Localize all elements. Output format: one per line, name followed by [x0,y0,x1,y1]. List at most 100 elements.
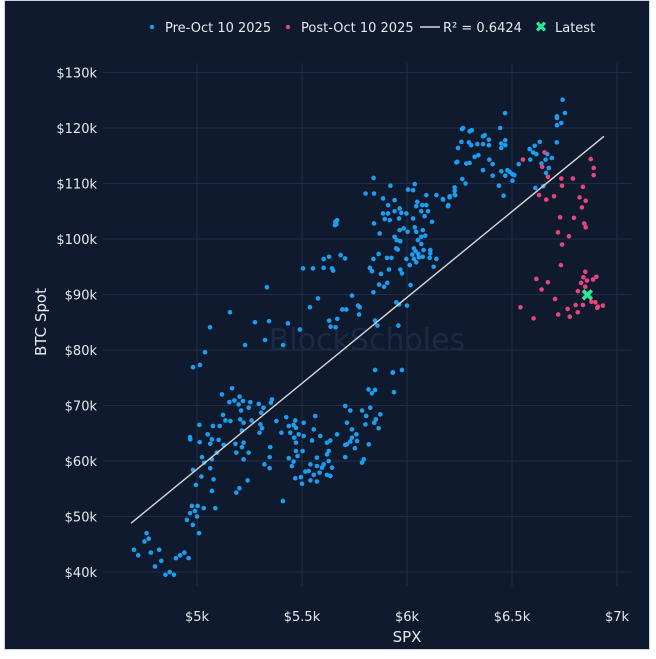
pre-oct-point [410,216,416,221]
pre-oct-point [321,256,326,262]
pre-oct-point [371,221,377,226]
pre-oct-point [349,435,355,440]
pre-oct-point [397,267,403,272]
pre-oct-point [308,478,313,483]
pre-oct-point [314,463,320,469]
y-tick-label: $120k [56,122,97,137]
pre-oct-point [532,143,537,149]
pre-oct-point [543,170,549,176]
legend-regression-label: R² = 0.6424 [443,21,522,36]
pre-oct-point [262,462,267,467]
pre-oct-point [480,134,486,139]
pre-oct-point [385,202,391,208]
pre-oct-point [314,479,320,484]
pre-oct-point [396,216,402,221]
pre-oct-point [301,433,306,439]
pre-oct-point [387,217,393,223]
pre-oct-point [148,550,154,555]
pre-oct-point [424,202,429,208]
pre-oct-point [371,191,377,196]
pre-oct-point [280,498,286,504]
pre-oct-point [498,141,504,146]
pre-oct-point [286,423,292,429]
pre-oct-point [486,137,492,142]
legend-item-regression[interactable]: R² = 0.6424 [420,21,522,36]
pre-oct-point [554,115,560,121]
post-oct-point [539,287,544,292]
pre-oct-point [177,553,183,558]
pre-oct-point [142,539,147,544]
pre-oct-point [315,296,321,301]
pre-oct-point [376,251,381,257]
pre-oct-point [404,211,409,216]
pre-oct-point [408,282,413,288]
pre-oct-point [397,227,402,233]
pre-oct-point [420,202,425,208]
pre-oct-point [135,553,141,558]
pre-oct-point [334,221,339,227]
post-oct-point [551,193,557,199]
pre-oct-point [407,262,413,268]
pre-oct-point [422,213,427,219]
x-tick-label: $5k [185,610,210,625]
post-oct-point [580,184,586,190]
post-oct-point [559,176,564,181]
pre-oct-point [296,432,301,437]
grid [103,63,632,586]
post-oct-point [543,197,549,202]
x-tick-label: $6.5k [494,610,531,625]
pre-oct-point [241,440,246,445]
pre-oct-point [459,139,464,145]
pre-oct-point [412,181,418,187]
pre-oct-point [349,427,355,432]
post-oct-point [591,165,596,171]
pre-oct-point [359,408,365,413]
pre-oct-point [371,420,377,426]
pre-oct-point [428,251,433,256]
pre-oct-point [452,188,457,194]
y-tick-label: $70k [65,400,98,415]
pre-oct-point [173,555,179,561]
pre-oct-point [293,425,299,431]
post-oct-point [575,309,581,315]
legend-item-pre[interactable]: Pre-Oct 10 2025 [149,21,271,36]
pre-oct-point [319,465,325,470]
pre-oct-point [187,510,193,516]
pre-oct-point [212,505,218,511]
legend-item-post[interactable]: Post-Oct 10 2025 [285,21,414,36]
pre-oct-point [420,254,426,260]
pre-oct-point [266,318,272,324]
pre-oct-point [324,452,330,457]
post-oct-point [570,176,576,181]
post-oct-point [559,242,565,247]
pre-oct-point [219,392,225,397]
post-oct-point [583,225,589,230]
pre-oct-point [413,229,419,235]
pre-oct-point [333,324,338,330]
pre-oct-point [307,304,313,310]
pre-oct-point [326,318,332,323]
pre-oct-point [301,420,306,426]
chart-panel [4,0,650,650]
legend-item-latest[interactable]: ✖ Latest [535,18,595,36]
pre-oct-point [267,454,272,460]
pre-oct-point [342,403,348,409]
pre-oct-point [412,225,418,230]
pre-oct-point [467,160,472,166]
pre-oct-point [354,438,360,444]
pre-oct-point [384,255,390,261]
pre-oct-point [486,142,492,148]
pre-oct-point [241,457,246,462]
pre-oct-point [195,503,200,509]
pre-oct-point [199,454,205,460]
y-tick-label: $60k [65,455,98,470]
pre-oct-point [144,530,149,536]
pre-oct-point [502,137,508,143]
y-tick-label: $90k [65,289,98,304]
post-oct-point [582,269,588,275]
pre-oct-point [217,423,222,429]
pre-oct-point [469,127,475,133]
pre-oct-point [463,181,468,186]
pre-oct-point [562,110,568,116]
